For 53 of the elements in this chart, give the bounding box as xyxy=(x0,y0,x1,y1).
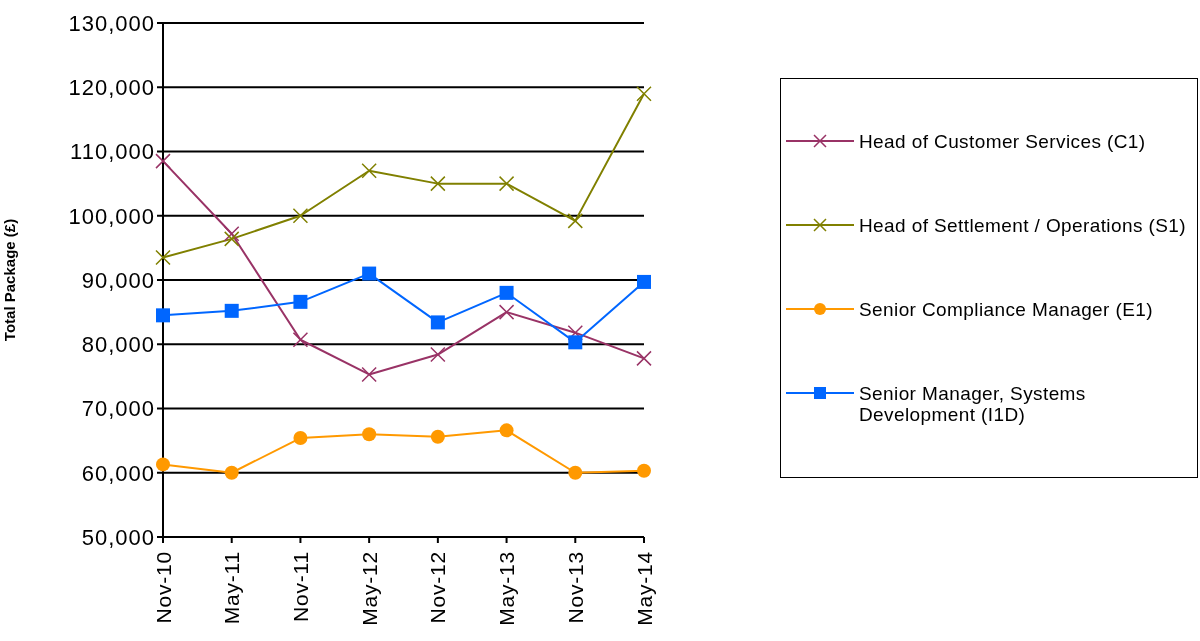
point xyxy=(293,431,308,446)
point xyxy=(568,335,583,350)
x-tick-label: Nov-11 xyxy=(288,551,312,622)
x-tick-label: May-14 xyxy=(632,551,656,626)
x-tick-label: Nov-12 xyxy=(426,551,450,624)
point xyxy=(156,308,170,323)
legend-label: Senior Compliance Manager (E1) xyxy=(859,299,1154,321)
y-axis-title: Total Package (£) xyxy=(1,218,19,342)
point xyxy=(293,294,308,309)
point xyxy=(636,85,652,102)
point xyxy=(292,332,309,348)
point xyxy=(361,366,377,383)
legend-label: Senior Manager, Systems Development (I1D) xyxy=(859,383,1087,426)
y-tick-label: 100,000 xyxy=(68,203,155,229)
x-tick-label: May-12 xyxy=(357,551,381,626)
legend-label: Head of Settlement / Operations (S1) xyxy=(859,214,1187,236)
y-tick-label: 60,000 xyxy=(81,460,155,486)
point xyxy=(362,266,377,281)
y-tick-label: 130,000 xyxy=(68,10,155,36)
point xyxy=(567,213,584,229)
y-tick-label: 70,000 xyxy=(81,396,155,422)
point xyxy=(498,175,515,192)
point xyxy=(430,315,445,330)
y-tick-label: 50,000 xyxy=(81,524,155,550)
point xyxy=(636,350,652,367)
point xyxy=(223,231,240,247)
point xyxy=(568,465,583,480)
point xyxy=(637,463,651,478)
point xyxy=(361,163,377,179)
point xyxy=(292,208,309,224)
point xyxy=(156,457,170,472)
y-tick-label: 80,000 xyxy=(81,332,155,358)
point xyxy=(430,346,446,363)
point xyxy=(224,303,239,318)
point xyxy=(430,429,445,444)
point xyxy=(155,153,171,169)
point xyxy=(499,423,514,438)
x-tick-label: Nov-10 xyxy=(151,551,175,624)
point xyxy=(362,427,377,442)
legend-label: Head of Customer Services (C1) xyxy=(859,130,1147,152)
y-tick-label: 90,000 xyxy=(81,267,155,293)
x-tick-label: May-13 xyxy=(495,551,519,626)
point xyxy=(223,225,240,242)
point xyxy=(637,274,651,289)
y-tick-label: 110,000 xyxy=(70,139,155,165)
point xyxy=(498,304,515,320)
point xyxy=(499,285,514,300)
point xyxy=(224,465,239,480)
x-tick-label: Nov-13 xyxy=(563,551,587,624)
point xyxy=(430,175,446,192)
y-tick-label: 120,000 xyxy=(68,75,155,101)
x-tick-label: May-11 xyxy=(220,551,244,625)
point xyxy=(155,249,171,266)
